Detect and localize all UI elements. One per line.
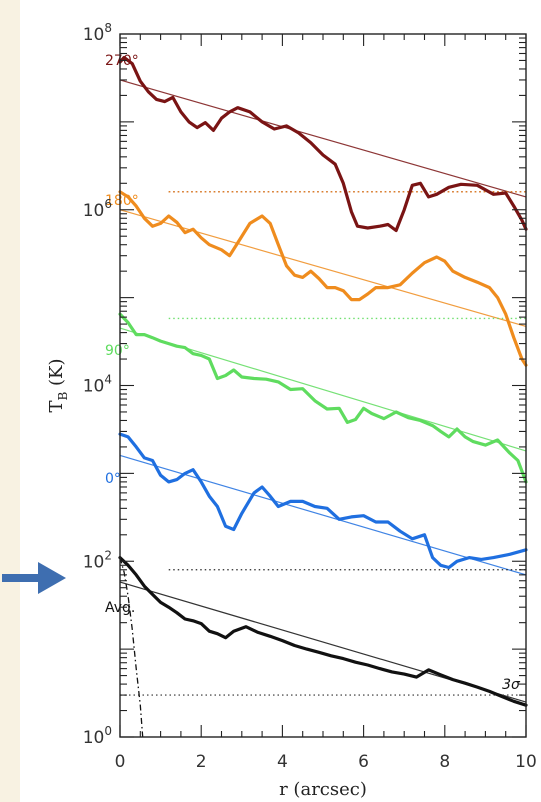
three-sigma-label: 3σ bbox=[502, 677, 521, 693]
x-tick-label: 6 bbox=[358, 752, 369, 772]
series-label-0: 0° bbox=[105, 471, 121, 487]
series-line-270 bbox=[118, 55, 528, 233]
plot-panel: 270° 180° 90° 0° Avg. 3σ 0 2 4 6 8 10 100 102 104 106 1… bbox=[20, 0, 541, 802]
chart: 270°180°90°0°Avg.3σ 0 2 4 6 8 101001021041061… bbox=[46, 21, 537, 800]
x-tick-label: 10 bbox=[515, 752, 537, 772]
pointer-arrow-icon bbox=[2, 562, 66, 594]
y-tick-label: 108 bbox=[83, 21, 112, 45]
y-axis-title: TB (K) bbox=[46, 358, 70, 412]
y-tick-label: 104 bbox=[83, 373, 112, 397]
fit-line-270 bbox=[119, 79, 527, 198]
series-label-180: 180° bbox=[105, 193, 139, 209]
x-tick-label: 0 bbox=[115, 752, 126, 772]
plot-frame bbox=[119, 33, 527, 738]
x-tick-label: 2 bbox=[196, 752, 207, 772]
y-tick-label: 100 bbox=[83, 724, 112, 748]
series-line-90 bbox=[118, 312, 528, 484]
series-line-180 bbox=[118, 190, 528, 367]
series-line-avg bbox=[118, 555, 528, 707]
x-axis-title: r (arcsec) bbox=[279, 779, 367, 800]
y-tick-label: 102 bbox=[83, 548, 112, 572]
beam-profile-line bbox=[119, 557, 144, 738]
fit-line-180 bbox=[119, 209, 527, 328]
fit-line-0 bbox=[119, 454, 527, 576]
series-label-90: 90° bbox=[105, 343, 130, 359]
x-tick-label: 8 bbox=[439, 752, 450, 772]
y-tick-label: 106 bbox=[83, 197, 112, 221]
series-line-0 bbox=[118, 432, 528, 570]
x-tick-label: 4 bbox=[277, 752, 288, 772]
